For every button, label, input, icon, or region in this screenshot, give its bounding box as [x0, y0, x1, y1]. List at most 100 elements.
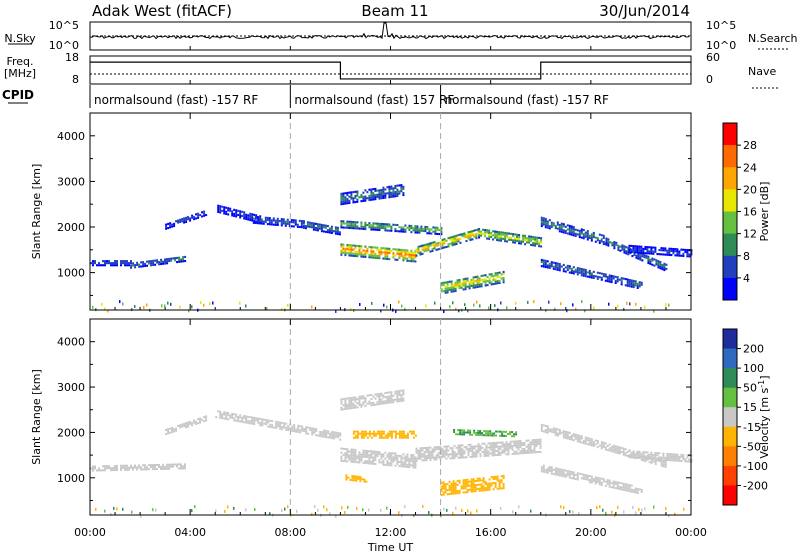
- echo-cell: [223, 206, 226, 209]
- echo-cell: [352, 452, 355, 455]
- echo-cell: [347, 476, 350, 479]
- echo-cell: [443, 455, 446, 458]
- echo-cell: [482, 477, 485, 480]
- echo-cell: [400, 255, 403, 258]
- echo-cell: [229, 209, 232, 212]
- echo-cell: [496, 239, 499, 242]
- echo-cell: [586, 275, 589, 278]
- echo-cell: [197, 212, 200, 215]
- echo-cell: [468, 488, 471, 491]
- echo-cell: [372, 254, 375, 257]
- echo-cell: [590, 440, 593, 443]
- echo-cell: [600, 441, 603, 444]
- echo-cell: [352, 197, 355, 200]
- echo-cell: [171, 427, 174, 429]
- echo-cell: [346, 191, 349, 194]
- echo-cell: [356, 398, 359, 401]
- echo-cell: [628, 281, 631, 284]
- echo-cell: [319, 430, 322, 433]
- echo-cell: [507, 433, 510, 435]
- y-tick-label: 4000: [57, 336, 85, 349]
- echo-cell: [279, 425, 282, 428]
- echo-cell: [630, 490, 633, 493]
- echo-cell: [500, 237, 503, 240]
- echo-cell: [398, 252, 401, 255]
- echo-cell: [624, 278, 627, 281]
- echo-cell: [336, 230, 339, 233]
- echo-cell: [484, 483, 487, 485]
- ground-scatter-cell: [461, 509, 463, 512]
- echo-cell: [513, 444, 516, 447]
- echo-cell: [325, 429, 328, 432]
- echo-cell: [301, 429, 304, 432]
- echo-cell: [640, 245, 643, 248]
- echo-cell: [483, 442, 486, 445]
- echo-cell: [558, 269, 561, 272]
- echo-cell: [465, 240, 468, 243]
- echo-cell: [440, 231, 443, 234]
- echo-cell: [660, 249, 663, 252]
- echo-cell: [493, 448, 496, 451]
- echo-cell: [368, 226, 371, 229]
- echo-cell: [628, 488, 631, 491]
- echo-cell: [382, 394, 385, 397]
- colorbar-tick-label: 24: [743, 161, 757, 174]
- echo-cell: [364, 401, 367, 403]
- echo-cell: [471, 449, 474, 452]
- echo-cell: [184, 465, 186, 468]
- echo-cell: [315, 430, 318, 433]
- echo-cell: [469, 431, 472, 434]
- ground-scatter-cell: [644, 305, 646, 309]
- echo-cell: [321, 435, 324, 438]
- ground-scatter-cell: [413, 514, 415, 518]
- echo-cell: [570, 269, 573, 272]
- echo-cell: [360, 403, 363, 406]
- echo-cell: [185, 426, 188, 429]
- echo-cell: [445, 447, 448, 450]
- echo-cell: [217, 208, 220, 211]
- ground-scatter-cell: [533, 300, 535, 304]
- echo-cell: [172, 465, 174, 468]
- echo-cell: [491, 452, 494, 455]
- echo-cell: [370, 456, 373, 459]
- echo-cell: [594, 480, 597, 483]
- echo-cell: [364, 453, 367, 456]
- ground-scatter-cell: [167, 301, 169, 305]
- echo-cell: [493, 446, 496, 449]
- echo-cell: [522, 238, 525, 241]
- echo-cell: [378, 224, 381, 227]
- echo-cell: [441, 240, 444, 243]
- echo-cell: [431, 452, 434, 455]
- echo-cell: [412, 436, 415, 439]
- echo-cell: [529, 451, 532, 454]
- echo-cell: [483, 454, 486, 457]
- echo-cell: [433, 448, 436, 451]
- echo-cell: [522, 234, 525, 237]
- echo-cell: [358, 247, 361, 250]
- echo-cell: [356, 200, 359, 203]
- ground-scatter-cell: [245, 304, 247, 308]
- echo-cell: [166, 262, 169, 265]
- echo-cell: [523, 443, 526, 446]
- echo-cell: [362, 453, 365, 456]
- echo-cell: [461, 235, 464, 238]
- echo-cell: [666, 251, 669, 254]
- echo-cell: [586, 232, 589, 235]
- echo-cell: [478, 285, 481, 288]
- echo-cell: [404, 434, 407, 437]
- echo-cell: [390, 229, 393, 232]
- echo-cell: [182, 256, 185, 259]
- ground-scatter-cell: [641, 508, 643, 512]
- echo-cell: [150, 466, 152, 469]
- echo-cell: [463, 232, 466, 235]
- echo-cell: [480, 274, 483, 277]
- echo-cell: [628, 244, 631, 247]
- echo-cell: [316, 225, 319, 228]
- ground-scatter-cell: [560, 302, 562, 306]
- echo-cell: [390, 395, 393, 398]
- echo-cell: [364, 455, 367, 458]
- echo-cell: [92, 465, 94, 468]
- echo-cell: [433, 241, 436, 244]
- echo-cell: [382, 194, 385, 197]
- echo-cell: [594, 443, 597, 446]
